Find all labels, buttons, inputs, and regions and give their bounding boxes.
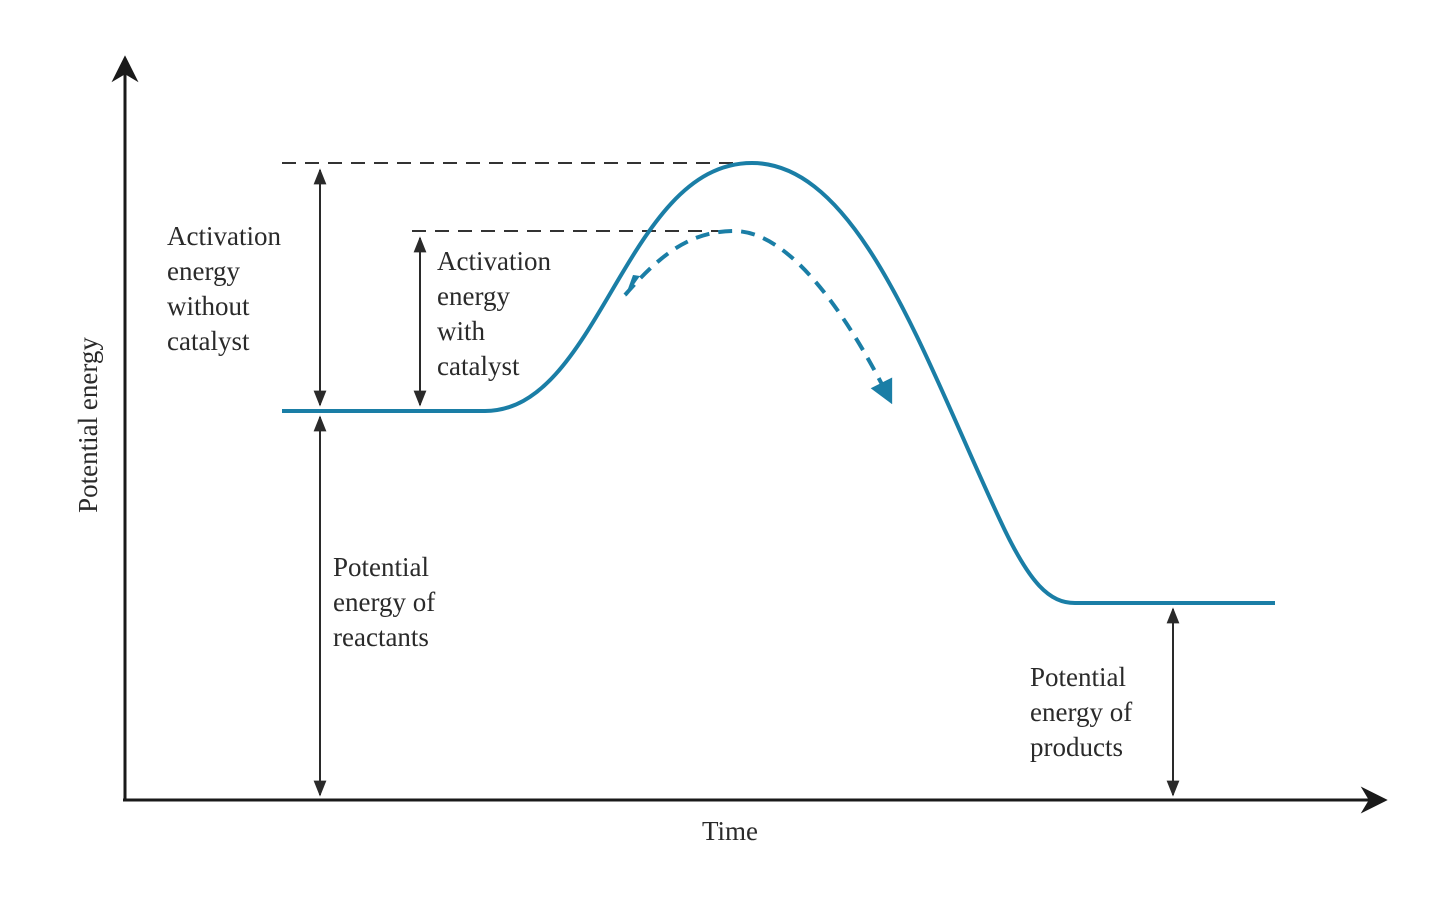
svg-text:energy: energy [167,256,240,286]
y-axis-label: Potential energy [73,337,103,513]
svg-text:Activation: Activation [437,246,551,276]
svg-text:energy of: energy of [333,587,435,617]
svg-text:without: without [167,291,250,321]
products-label: Potential energy of products [1030,662,1132,762]
svg-text:Potential: Potential [1030,662,1126,692]
reactants-label: Potential energy of reactants [333,552,435,652]
svg-text:reactants: reactants [333,622,429,652]
svg-text:with: with [437,316,486,346]
svg-text:catalyst: catalyst [167,326,250,356]
curve-with-catalyst-start-arrow [625,275,640,297]
svg-text:catalyst: catalyst [437,351,520,381]
x-axis-label: Time [702,816,758,846]
svg-text:products: products [1030,732,1123,762]
svg-text:energy: energy [437,281,510,311]
curve-with-catalyst [623,228,893,405]
svg-text:Activation: Activation [167,221,281,251]
svg-text:energy of: energy of [1030,697,1132,727]
svg-text:Potential: Potential [333,552,429,582]
curve-without-catalyst [282,160,1275,605]
ea-without-label: Activation energy without catalyst [167,221,281,356]
ea-with-label: Activation energy with catalyst [437,246,551,381]
